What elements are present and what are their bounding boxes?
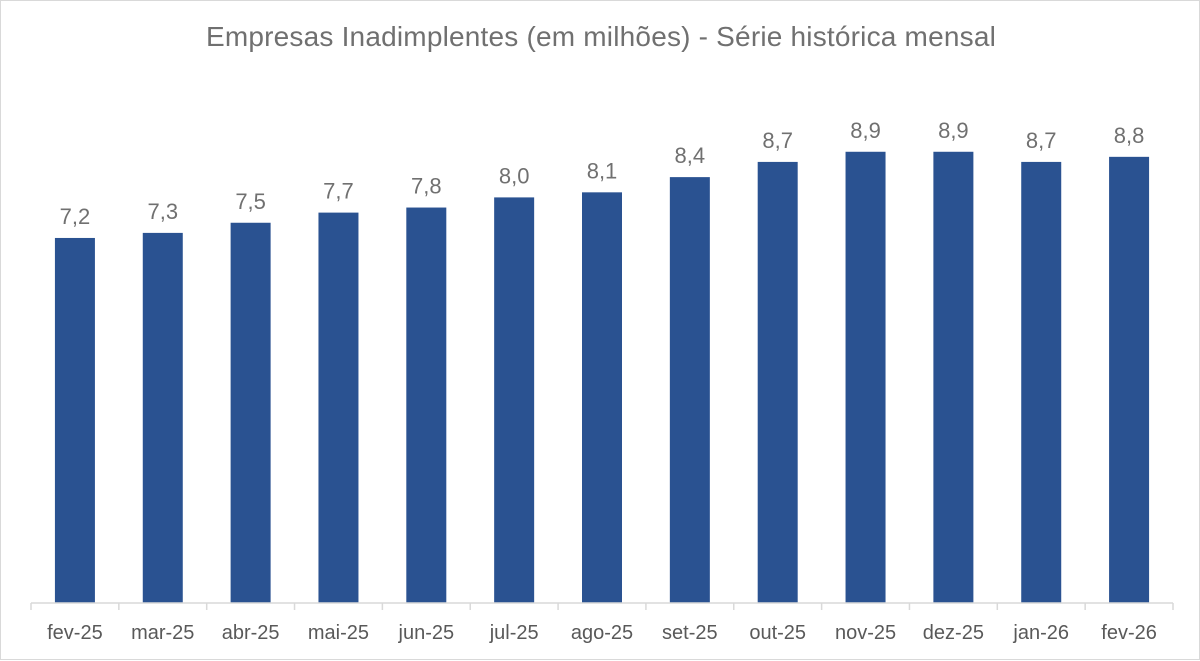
data-label-nov-25: 8,9 [850, 118, 881, 143]
bar-mar-25 [142, 232, 183, 603]
data-label-fev-26: 8,8 [1114, 123, 1145, 148]
x-tick-label-dez-25: dez-25 [923, 622, 984, 644]
chart-title: Empresas Inadimplentes (em milhões) - Sé… [205, 21, 997, 52]
data-label-ago-25: 8,1 [587, 158, 618, 183]
data-label-fev-25: 7,2 [60, 204, 91, 229]
x-tick-label-jan-26: jan-26 [1012, 622, 1069, 644]
data-label-mai-25: 7,7 [323, 179, 354, 204]
x-tick-label-fev-25: fev-25 [47, 622, 103, 644]
x-tick-label-abr-25: abr-25 [222, 622, 280, 644]
x-tick-label-jun-25: jun-25 [398, 622, 455, 644]
bar-mai-25 [318, 212, 359, 604]
data-label-jan-26: 8,7 [1026, 128, 1057, 153]
bar-jan-26 [1021, 161, 1062, 603]
bar-out-25 [757, 161, 798, 603]
x-tick-label-fev-26: fev-26 [1101, 622, 1157, 644]
x-tick-label-mai-25: mai-25 [308, 622, 369, 644]
data-label-abr-25: 7,5 [235, 189, 266, 214]
bar-nov-25 [845, 151, 886, 603]
data-label-mar-25: 7,3 [147, 199, 178, 224]
x-tick-label-mar-25: mar-25 [131, 622, 194, 644]
bar-abr-25 [230, 222, 271, 603]
x-tick-label-out-25: out-25 [749, 622, 806, 644]
bar-jun-25 [406, 207, 447, 604]
data-label-dez-25: 8,9 [938, 118, 969, 143]
bar-dez-25 [933, 151, 974, 603]
data-label-jun-25: 7,8 [411, 174, 442, 199]
bar-fev-25 [54, 237, 95, 603]
bar-jul-25 [494, 197, 535, 603]
data-label-set-25: 8,4 [675, 143, 706, 168]
bar-ago-25 [582, 192, 622, 603]
x-tick-label-nov-25: nov-25 [835, 622, 896, 644]
x-tick-label-ago-25: ago-25 [571, 622, 633, 644]
data-label-out-25: 8,7 [762, 128, 793, 153]
x-tick-label-set-25: set-25 [662, 622, 718, 644]
data-label-jul-25: 8,0 [499, 163, 530, 188]
bar-set-25 [669, 177, 710, 603]
x-tick-label-jul-25: jul-25 [489, 622, 539, 644]
bar-fev-26 [1109, 156, 1150, 603]
